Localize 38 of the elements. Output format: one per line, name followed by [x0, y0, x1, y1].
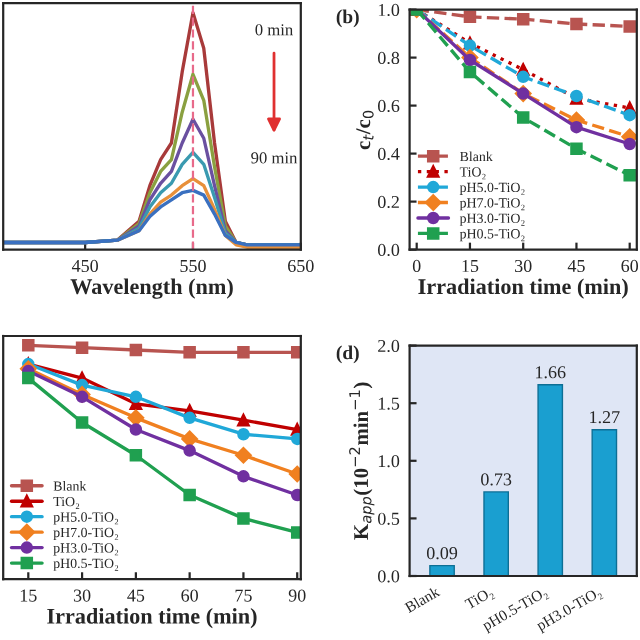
y-axis-title: K$_{app}$(10$^{−2}$min$^{−1}$) — [349, 382, 375, 540]
x-tick-label: 0 — [412, 259, 421, 273]
y-tick-label: 1.0 — [378, 455, 400, 468]
x-tick-label: 30 — [515, 259, 532, 273]
x-axis-title: Wavelength (nm) — [70, 278, 233, 299]
y-tick-label: 2.0 — [378, 339, 400, 353]
y-tick-label: 0.8 — [378, 51, 400, 65]
data-label: 0.73 — [481, 473, 512, 486]
y-tick-label: 0.0 — [378, 570, 400, 583]
y-tick-label: 0.4 — [378, 147, 400, 161]
y-tick-label: 0.5 — [378, 512, 400, 525]
y-tick-label: 0.2 — [378, 195, 399, 209]
x-tick-label: 75 — [235, 589, 252, 602]
y-axis-title: c$_{t}$/c$_{0}$ — [356, 110, 374, 150]
x-tick-label: 45 — [127, 589, 145, 602]
x-tick-label: 15 — [20, 589, 37, 602]
x-tick-label: 650 — [288, 259, 314, 273]
x-axis-title: Irradiation time (min) — [418, 278, 628, 299]
x-tick-label: 60 — [181, 589, 198, 602]
data-label: 1.27 — [590, 411, 620, 424]
chart-title: (b) — [336, 9, 359, 28]
x-tick-label: 45 — [567, 259, 585, 273]
y-tick-label: 1.0 — [378, 3, 400, 17]
annotation: 90 min — [251, 152, 298, 164]
chart-title: (d) — [336, 345, 359, 364]
x-tick-label: 450 — [71, 259, 98, 273]
y-tick-label: 0.0 — [378, 243, 400, 257]
data-label: 0.09 — [426, 547, 458, 560]
x-tick-label: 15 — [462, 259, 479, 273]
x-tick-label: 90 — [288, 589, 306, 602]
x-tick-label: 30 — [73, 589, 91, 602]
y-tick-label: 0.6 — [378, 99, 400, 113]
x-axis-title: Irradiation time (min) — [47, 608, 257, 629]
y-tick-label: 1.5 — [378, 397, 400, 410]
x-tick-label: 550 — [180, 259, 206, 273]
x-tick-label: 60 — [621, 259, 639, 273]
data-label: 1.66 — [536, 366, 566, 379]
annotation: 0 min — [255, 24, 293, 36]
